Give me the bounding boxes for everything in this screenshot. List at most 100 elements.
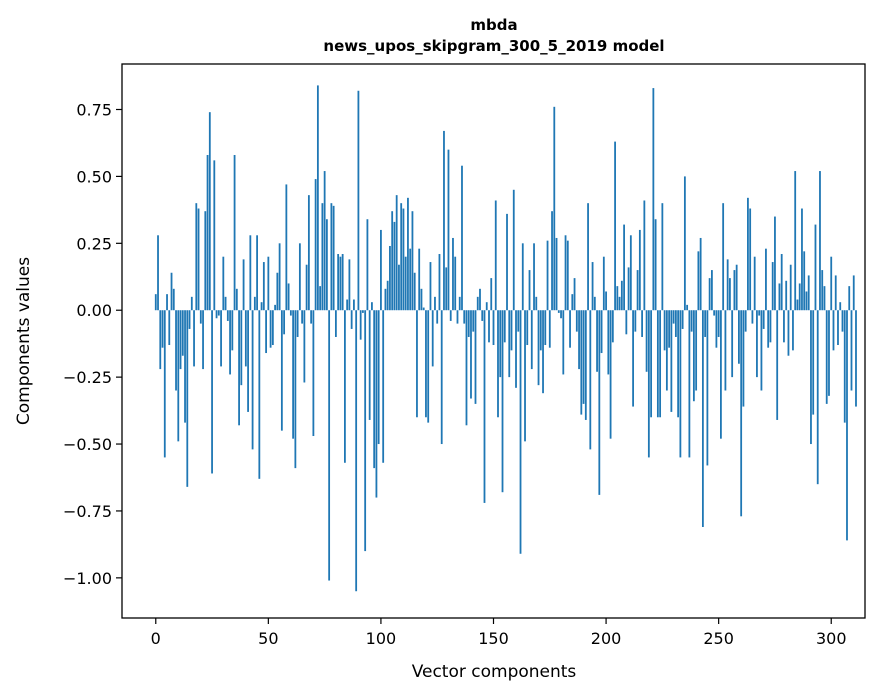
bar: [332, 205, 335, 311]
bar: [380, 229, 382, 311]
bar: [350, 310, 353, 329]
bar: [244, 310, 247, 367]
bar: [157, 235, 159, 311]
bar: [607, 310, 610, 375]
bar: [220, 310, 222, 367]
bar: [695, 310, 698, 391]
x-tick-label: 200: [591, 629, 622, 648]
bar: [436, 310, 439, 324]
bar: [530, 310, 533, 370]
y-tick-label: 0.50: [76, 167, 112, 186]
bar: [794, 171, 797, 311]
bar: [425, 310, 427, 418]
bar: [366, 219, 369, 311]
bar: [391, 211, 394, 311]
bar: [584, 310, 587, 420]
bar: [636, 270, 639, 311]
bar: [778, 283, 781, 311]
bar: [537, 310, 540, 386]
bar: [690, 310, 693, 332]
bar: [416, 310, 418, 418]
bar: [555, 237, 558, 311]
bar: [204, 211, 207, 311]
bar: [292, 310, 295, 439]
bar: [213, 160, 216, 311]
bar: [398, 264, 400, 311]
bar: [634, 310, 637, 332]
bar: [843, 310, 846, 423]
bar: [373, 310, 376, 469]
bar: [776, 310, 779, 420]
bar: [571, 294, 574, 311]
bar: [855, 310, 857, 407]
bar: [557, 310, 560, 313]
bar: [812, 310, 815, 415]
bar: [819, 171, 821, 311]
bar: [767, 310, 770, 348]
x-axis-label: Vector components: [412, 662, 577, 682]
bar: [393, 221, 396, 311]
bar: [517, 310, 520, 332]
bar: [494, 200, 497, 311]
bar: [276, 272, 279, 311]
bar: [470, 310, 472, 399]
bar: [404, 256, 407, 311]
bar: [713, 310, 716, 316]
bar: [242, 259, 245, 311]
bar: [193, 310, 195, 367]
bar: [427, 310, 430, 423]
bar: [573, 278, 576, 311]
bar: [411, 211, 414, 311]
bar: [803, 251, 806, 311]
bar: [769, 310, 772, 343]
bar: [553, 106, 556, 311]
bar: [783, 310, 785, 343]
bar: [341, 254, 344, 311]
bar: [431, 310, 434, 367]
bar: [542, 310, 544, 394]
bar: [593, 296, 596, 311]
bar: [704, 310, 707, 337]
bar: [641, 310, 643, 337]
bar: [386, 280, 389, 311]
bar: [701, 310, 704, 527]
bar: [271, 310, 274, 346]
bar: [208, 112, 211, 311]
bar: [560, 310, 562, 319]
y-axis: 0.75 0.50 0.25 0.00 −0.25 −0.50 −0.75 −1.00: [63, 100, 122, 588]
bar: [328, 310, 331, 581]
bar: [720, 310, 722, 439]
bar: [334, 310, 337, 337]
bar: [168, 310, 171, 346]
bar: [834, 275, 837, 311]
bar: [452, 237, 454, 311]
bar: [278, 243, 281, 311]
bar: [623, 224, 625, 311]
bar: [384, 288, 387, 311]
x-tick-label: 100: [366, 629, 397, 648]
bar: [848, 286, 851, 311]
bar: [249, 235, 252, 311]
bar: [765, 248, 767, 311]
bar: [580, 310, 583, 415]
bar: [474, 310, 477, 404]
bar: [481, 310, 484, 321]
y-axis-label: Components values: [14, 257, 34, 425]
bar: [816, 310, 819, 485]
bar: [222, 256, 225, 311]
bar: [602, 256, 605, 311]
bar: [283, 310, 286, 335]
bar: [792, 310, 794, 351]
bar: [587, 203, 589, 311]
bar: [839, 302, 842, 311]
chart-title-line-1: mbda: [470, 16, 517, 34]
bar: [413, 272, 416, 311]
bar: [499, 310, 502, 378]
bar: [852, 275, 855, 311]
bar: [807, 275, 810, 311]
bar: [638, 229, 641, 311]
bar: [614, 141, 616, 311]
bar: [733, 270, 736, 311]
bar: [699, 237, 702, 311]
